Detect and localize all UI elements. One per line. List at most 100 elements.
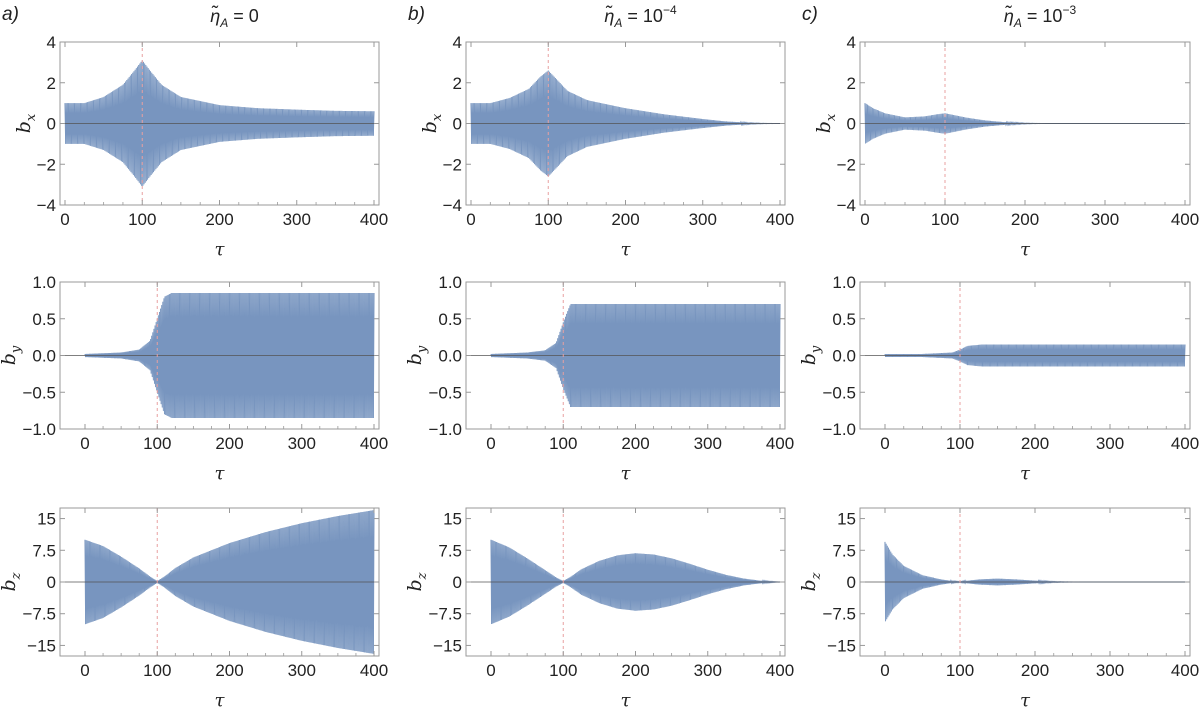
x-tick-label: 300 xyxy=(288,661,316,680)
y-tick-label: −7.5 xyxy=(428,605,462,624)
x-axis-label: τ xyxy=(1020,463,1031,484)
x-tick-label: 400 xyxy=(766,210,794,229)
chart-panel-a-bx: 0 100 200 300 400 −4 −2 0 2 4 τ bx xyxy=(13,33,388,260)
x-tick-label: 100 xyxy=(534,210,562,229)
y-tick-label: −4 xyxy=(37,196,56,215)
x-tick-label: 200 xyxy=(215,434,243,453)
signal-trace xyxy=(64,60,375,186)
x-tick-label: 100 xyxy=(931,210,959,229)
y-tick-label: 2 xyxy=(847,74,856,93)
y-tick-label: 15 xyxy=(837,510,856,529)
x-tick-label: 0 xyxy=(80,661,89,680)
y-tick-label: 0 xyxy=(47,115,56,134)
x-axis-label: τ xyxy=(215,690,226,711)
x-axis-label: τ xyxy=(621,690,632,711)
y-tick-label: 0 xyxy=(47,573,56,592)
y-tick-label: 0 xyxy=(453,115,462,134)
y-tick-label: −4 xyxy=(837,196,856,215)
y-tick-label: 7.5 xyxy=(832,541,856,560)
x-tick-label: 300 xyxy=(283,210,311,229)
y-axis-label: by xyxy=(0,345,24,365)
y-tick-label: −7.5 xyxy=(22,605,56,624)
x-tick-label: 300 xyxy=(288,434,316,453)
x-tick-label: 100 xyxy=(128,210,156,229)
x-axis-label: τ xyxy=(621,239,632,260)
signal-trace xyxy=(490,539,781,625)
y-tick-label: −0.5 xyxy=(22,383,56,402)
x-axis-label: τ xyxy=(1020,690,1031,711)
y-tick-label: 2 xyxy=(453,74,462,93)
x-axis-label: τ xyxy=(1020,239,1031,260)
y-axis-label: by xyxy=(404,345,430,365)
chart-panel-a-by: 0 100 200 300 400 −1.0 −0.5 0.0 0.5 1.0 τ by xyxy=(0,273,388,484)
x-tick-label: 200 xyxy=(611,210,639,229)
y-axis-label: bx xyxy=(13,113,39,133)
y-tick-label: 15 xyxy=(37,510,56,529)
y-tick-label: −7.5 xyxy=(822,605,856,624)
y-tick-label: 4 xyxy=(453,33,462,52)
x-tick-label: 400 xyxy=(360,661,388,680)
x-tick-label: 100 xyxy=(946,434,974,453)
x-tick-label: 0 xyxy=(486,661,495,680)
x-tick-label: 0 xyxy=(860,210,869,229)
y-tick-label: 0.5 xyxy=(438,310,462,329)
x-tick-label: 0 xyxy=(880,434,889,453)
y-tick-label: 0.0 xyxy=(832,347,856,366)
panel-letter: b) xyxy=(408,4,425,25)
x-axis-label: τ xyxy=(621,463,632,484)
panel-letter: c) xyxy=(802,4,818,25)
y-tick-label: −15 xyxy=(827,636,856,655)
x-tick-label: 100 xyxy=(143,661,171,680)
y-axis-label: bx xyxy=(419,113,445,133)
y-tick-label: −4 xyxy=(443,196,462,215)
x-tick-label: 200 xyxy=(621,661,649,680)
y-tick-label: 7.5 xyxy=(32,541,56,560)
x-axis-label: τ xyxy=(215,239,226,260)
signal-trace xyxy=(470,70,781,177)
signal-trace xyxy=(84,293,375,418)
x-tick-label: 0 xyxy=(60,210,69,229)
x-tick-label: 0 xyxy=(80,434,89,453)
y-tick-label: 1.0 xyxy=(438,273,462,292)
x-tick-label: 300 xyxy=(1096,661,1124,680)
y-axis-label: bz xyxy=(404,572,430,591)
x-tick-label: 300 xyxy=(694,434,722,453)
x-tick-label: 200 xyxy=(1021,661,1049,680)
y-tick-label: 2 xyxy=(47,74,56,93)
column-title: η̃A = 10−3 xyxy=(1004,3,1077,30)
x-tick-label: 100 xyxy=(549,661,577,680)
x-tick-label: 400 xyxy=(1171,434,1199,453)
column-title: η̃A = 0 xyxy=(210,5,259,30)
y-axis-label: bz xyxy=(798,572,824,591)
x-tick-label: 200 xyxy=(205,210,233,229)
signal-trace xyxy=(884,344,1186,367)
signal-trace xyxy=(84,510,375,654)
y-tick-label: −2 xyxy=(37,155,56,174)
y-tick-label: 15 xyxy=(443,510,462,529)
y-tick-label: 0.5 xyxy=(832,310,856,329)
x-tick-label: 200 xyxy=(621,434,649,453)
y-axis-label: bz xyxy=(0,572,24,591)
y-tick-label: −0.5 xyxy=(822,383,856,402)
chart-panel-c-bx: 0 100 200 300 400 −4 −2 0 2 4 τ bx xyxy=(813,33,1199,260)
chart-panel-b-bz: 0 100 200 300 400 −15 −7.5 0 7.5 15 τ bz xyxy=(404,507,794,711)
y-tick-label: −2 xyxy=(443,155,462,174)
x-tick-label: 200 xyxy=(1011,210,1039,229)
y-tick-label: 0.5 xyxy=(32,310,56,329)
x-axis-label: τ xyxy=(215,463,226,484)
x-tick-label: 400 xyxy=(1171,210,1199,229)
x-tick-label: 300 xyxy=(689,210,717,229)
x-tick-label: 0 xyxy=(486,434,495,453)
y-axis-label: by xyxy=(798,345,824,365)
y-axis-label: bx xyxy=(813,113,839,133)
x-tick-label: 100 xyxy=(946,661,974,680)
chart-panel-c-bz: 0 100 200 300 400 −15 −7.5 0 7.5 15 τ bz xyxy=(798,507,1199,711)
column-title: η̃A = 10−4 xyxy=(604,3,677,30)
y-tick-label: 0.0 xyxy=(438,347,462,366)
x-tick-label: 200 xyxy=(1021,434,1049,453)
x-tick-label: 100 xyxy=(143,434,171,453)
y-tick-label: −15 xyxy=(27,636,56,655)
x-tick-label: 300 xyxy=(694,661,722,680)
